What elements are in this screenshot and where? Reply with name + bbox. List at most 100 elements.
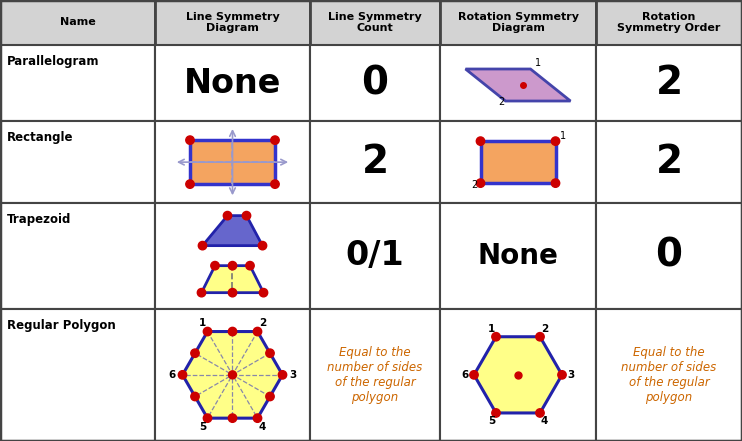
Polygon shape xyxy=(202,265,263,293)
Text: Line Symmetry
Count: Line Symmetry Count xyxy=(328,11,422,33)
Circle shape xyxy=(203,414,211,422)
Text: 5: 5 xyxy=(199,422,206,432)
Bar xyxy=(190,140,275,184)
Circle shape xyxy=(229,327,237,336)
Bar xyxy=(440,45,596,121)
Circle shape xyxy=(229,414,237,422)
Bar xyxy=(155,121,310,203)
Bar xyxy=(440,309,596,441)
Circle shape xyxy=(258,241,266,250)
Bar xyxy=(0,309,155,441)
Circle shape xyxy=(476,137,485,146)
Bar xyxy=(310,0,440,45)
Text: 2: 2 xyxy=(655,143,683,181)
Circle shape xyxy=(229,262,237,270)
Bar xyxy=(155,45,310,121)
Circle shape xyxy=(191,392,199,401)
Circle shape xyxy=(271,180,279,188)
Bar xyxy=(155,203,310,309)
Bar xyxy=(310,203,440,309)
Circle shape xyxy=(186,136,194,144)
Circle shape xyxy=(246,262,255,270)
Text: 1: 1 xyxy=(488,324,495,334)
Text: 2: 2 xyxy=(259,318,266,328)
Bar xyxy=(440,121,596,203)
Circle shape xyxy=(266,349,275,357)
Text: Name: Name xyxy=(59,18,96,27)
Text: 2: 2 xyxy=(361,143,389,181)
Text: 2: 2 xyxy=(655,64,683,102)
Text: 1: 1 xyxy=(199,318,206,328)
Text: 6: 6 xyxy=(462,370,469,380)
Circle shape xyxy=(223,211,232,220)
Polygon shape xyxy=(183,332,283,418)
Circle shape xyxy=(551,179,559,187)
Polygon shape xyxy=(465,69,571,101)
Bar xyxy=(596,0,742,45)
Circle shape xyxy=(259,288,268,297)
Text: Equal to the
number of sides
of the regular
polygon: Equal to the number of sides of the regu… xyxy=(327,346,423,404)
Text: Regular Polygon: Regular Polygon xyxy=(7,319,116,332)
Circle shape xyxy=(558,370,566,379)
Circle shape xyxy=(492,333,500,341)
Text: 3: 3 xyxy=(289,370,296,380)
Bar xyxy=(596,203,742,309)
Bar xyxy=(0,45,155,121)
Circle shape xyxy=(278,370,286,379)
Bar xyxy=(596,45,742,121)
Text: Rectangle: Rectangle xyxy=(7,131,73,144)
Text: 2: 2 xyxy=(471,180,478,190)
Bar xyxy=(440,203,596,309)
Text: None: None xyxy=(184,67,281,100)
Bar xyxy=(155,309,310,441)
Text: 2: 2 xyxy=(541,324,548,334)
Bar xyxy=(481,141,556,183)
Circle shape xyxy=(266,392,275,401)
Text: 1: 1 xyxy=(559,131,565,141)
Bar xyxy=(596,121,742,203)
Text: 0: 0 xyxy=(361,64,389,102)
Circle shape xyxy=(536,409,544,417)
Text: 0/1: 0/1 xyxy=(346,239,404,273)
Circle shape xyxy=(243,211,251,220)
Circle shape xyxy=(253,327,262,336)
Circle shape xyxy=(536,333,544,341)
Circle shape xyxy=(229,288,237,297)
Circle shape xyxy=(271,136,279,144)
Text: 2: 2 xyxy=(499,97,505,107)
Circle shape xyxy=(186,180,194,188)
Circle shape xyxy=(253,414,262,422)
Polygon shape xyxy=(203,216,263,246)
Bar xyxy=(0,203,155,309)
Circle shape xyxy=(197,288,206,297)
Text: Equal to the
number of sides
of the regular
polygon: Equal to the number of sides of the regu… xyxy=(621,346,717,404)
Circle shape xyxy=(178,370,187,379)
Circle shape xyxy=(229,371,237,379)
Bar xyxy=(155,0,310,45)
Text: 4: 4 xyxy=(259,422,266,432)
Bar xyxy=(310,309,440,441)
Text: Rotation
Symmetry Order: Rotation Symmetry Order xyxy=(617,11,720,33)
Circle shape xyxy=(198,241,207,250)
Text: Rotation Symmetry
Diagram: Rotation Symmetry Diagram xyxy=(458,11,579,33)
Text: 6: 6 xyxy=(169,370,176,380)
Text: 3: 3 xyxy=(568,370,574,380)
Bar xyxy=(440,0,596,45)
Text: Trapezoid: Trapezoid xyxy=(7,213,71,226)
Text: Line Symmetry
Diagram: Line Symmetry Diagram xyxy=(186,11,280,33)
Bar xyxy=(0,0,155,45)
Circle shape xyxy=(492,409,500,417)
Polygon shape xyxy=(474,337,562,413)
Bar xyxy=(0,121,155,203)
Text: None: None xyxy=(478,242,559,270)
Circle shape xyxy=(211,262,219,270)
Circle shape xyxy=(551,137,559,146)
Text: 4: 4 xyxy=(541,416,548,426)
Bar xyxy=(310,121,440,203)
Text: 5: 5 xyxy=(488,416,495,426)
Circle shape xyxy=(191,349,199,357)
Circle shape xyxy=(203,327,211,336)
Circle shape xyxy=(470,370,478,379)
Bar xyxy=(310,45,440,121)
Text: 1: 1 xyxy=(534,58,541,68)
